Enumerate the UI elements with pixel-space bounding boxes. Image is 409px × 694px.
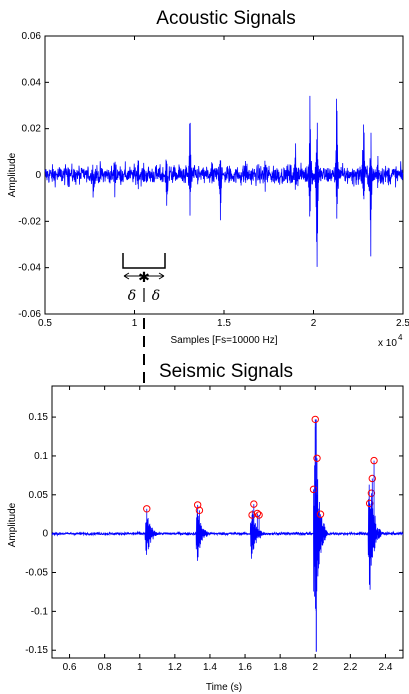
seismic-ylabel: Amplitude	[7, 502, 18, 547]
seismic-xtick-label: 2	[312, 662, 318, 673]
seismic-title: Seismic Signals	[159, 361, 293, 382]
seismic-plot: 0.6 0.8 1 1.2 1.4 1.6 1.8 2 2.2 2.4 -0.15 -0.1 -0.05…	[25, 386, 403, 673]
seismic-axes-frame	[52, 386, 403, 658]
seismic-ytick-label: 0	[42, 529, 48, 540]
acoustic-ytick-label: -0.06	[18, 309, 41, 320]
acoustic-xlabel: Samples [Fs=10000 Hz]	[171, 335, 278, 346]
seismic-xtick-label: 1.8	[273, 662, 287, 673]
delta-label-left: δ	[128, 288, 136, 304]
seismic-xtick-label: 1.6	[238, 662, 252, 673]
seismic-ytick-label: -0.15	[25, 645, 48, 656]
seismic-ytick-label: -0.1	[31, 606, 49, 617]
acoustic-xtick-label: 1.5	[217, 318, 231, 329]
acoustic-xtick-label: 2	[311, 318, 317, 329]
seismic-xtick-label: 2.4	[378, 662, 392, 673]
seismic-xtick-label: 0.8	[98, 662, 112, 673]
delta-label-right: δ	[152, 288, 160, 304]
seismic-xtick-label: 2.2	[343, 662, 357, 673]
acoustic-xtick-label: 2.5	[396, 318, 409, 329]
seismic-xtick-label: 0.6	[63, 662, 77, 673]
seismic-ytick-label: 0.15	[29, 412, 49, 423]
seismic-xtick-label: 1.4	[203, 662, 217, 673]
seismic-xtick-label: 1	[137, 662, 143, 673]
acoustic-ytick-label: 0	[35, 170, 41, 181]
acoustic-ytick-label: 0.06	[22, 31, 42, 42]
acoustic-ylabel: Amplitude	[7, 152, 18, 197]
seismic-xlabel: Time (s)	[206, 682, 242, 693]
acoustic-x-exponent-label: x 10	[378, 338, 397, 349]
acoustic-title: Acoustic Signals	[156, 8, 295, 29]
acoustic-ytick-label: 0.02	[22, 124, 42, 135]
seismic-ytick-label: 0.1	[34, 451, 48, 462]
acoustic-x-exponent: 4	[398, 333, 403, 342]
acoustic-ytick-label: 0.04	[22, 77, 42, 88]
acoustic-xtick-label: 1	[132, 318, 138, 329]
acoustic-ytick-label: -0.02	[18, 216, 41, 227]
delta-star-icon: ✱	[138, 270, 150, 286]
seismic-ytick-label: -0.05	[25, 568, 48, 579]
seismic-ytick-label: 0.05	[29, 490, 49, 501]
seismic-xtick-label: 1.2	[168, 662, 182, 673]
acoustic-ytick-label: -0.04	[18, 263, 41, 274]
